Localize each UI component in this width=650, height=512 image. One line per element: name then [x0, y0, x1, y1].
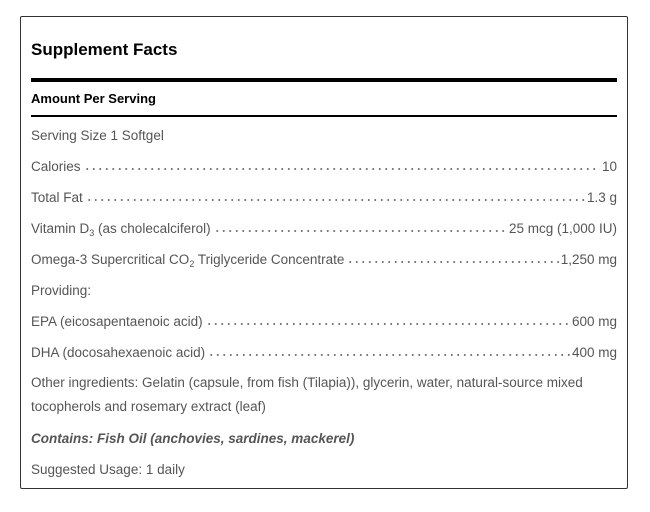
- nutrient-amount: 10: [601, 158, 617, 174]
- nutrient-row: EPA (eicosapentaenoic acid) 600 mg: [31, 306, 617, 337]
- serving-size: Serving Size 1 Softgel: [31, 120, 617, 151]
- dot-leader: [347, 261, 559, 263]
- nutrient-amount: 400 mg: [571, 344, 617, 360]
- nutrient-amount: 1,250 mg: [560, 251, 617, 267]
- nutrient-amount: 600 mg: [571, 313, 617, 329]
- dot-leader: [83, 168, 600, 170]
- label-text: Omega-3 Supercritical CO: [31, 251, 190, 267]
- nutrient-label: Vitamin D3 (as cholecalciferol): [31, 213, 211, 244]
- nutrient-label: Calories: [31, 151, 81, 182]
- supplement-facts-panel: Supplement Facts Amount Per Serving Serv…: [20, 16, 628, 489]
- label-text: Vitamin D: [31, 220, 90, 236]
- nutrient-label: Providing:: [31, 275, 91, 306]
- nutrient-rows: Calories 10 Total Fat 1.3 g Vitamin D3 (as c…: [31, 151, 617, 368]
- nutrient-row: Total Fat 1.3 g: [31, 182, 617, 213]
- label-text: EPA (eicosapentaenoic acid): [31, 313, 203, 329]
- thick-rule: [31, 78, 617, 82]
- label-text-end: (as cholecalciferol): [94, 220, 211, 236]
- nutrient-row: DHA (docosahexaenoic acid) 400 mg: [31, 337, 617, 368]
- label-text-end: Triglyceride Concentrate: [194, 251, 345, 267]
- nutrient-row: Providing:: [31, 275, 617, 306]
- nutrient-label: Omega-3 Supercritical CO2 Triglyceride C…: [31, 244, 344, 275]
- allergen-statement: Contains: Fish Oil (anchovies, sardines,…: [31, 430, 355, 446]
- dot-leader: [205, 323, 570, 325]
- label-text: DHA (docosahexaenoic acid): [31, 344, 206, 360]
- label-text: Providing:: [31, 282, 92, 298]
- dot-leader: [213, 230, 507, 232]
- nutrient-label: EPA (eicosapentaenoic acid): [31, 306, 203, 337]
- section-header: Amount Per Serving: [31, 91, 156, 106]
- nutrient-label: DHA (docosahexaenoic acid): [31, 337, 205, 368]
- label-subscript: 3: [89, 227, 95, 238]
- suggested-usage: Suggested Usage: 1 daily: [31, 461, 185, 477]
- dot-leader: [208, 354, 570, 356]
- thin-rule: [31, 115, 617, 117]
- nutrient-amount: 1.3 g: [586, 189, 617, 205]
- other-ingredients: Other ingredients: Gelatin (capsule, fro…: [31, 375, 583, 414]
- nutrient-row: Omega-3 Supercritical CO2 Triglyceride C…: [31, 244, 617, 275]
- label-text: Total Fat: [31, 189, 83, 205]
- label-text: Calories: [31, 158, 81, 174]
- nutrient-label: Total Fat: [31, 182, 83, 213]
- dot-leader: [85, 199, 585, 201]
- nutrient-row: Vitamin D3 (as cholecalciferol) 25 mcg (1…: [31, 213, 617, 244]
- title: Supplement Facts: [31, 40, 178, 59]
- nutrient-row: Calories 10: [31, 151, 617, 182]
- label-subscript: 2: [189, 258, 195, 269]
- nutrient-amount: 25 mcg (1,000 IU): [508, 220, 617, 236]
- serving-size-text: Serving Size 1 Softgel: [31, 127, 164, 143]
